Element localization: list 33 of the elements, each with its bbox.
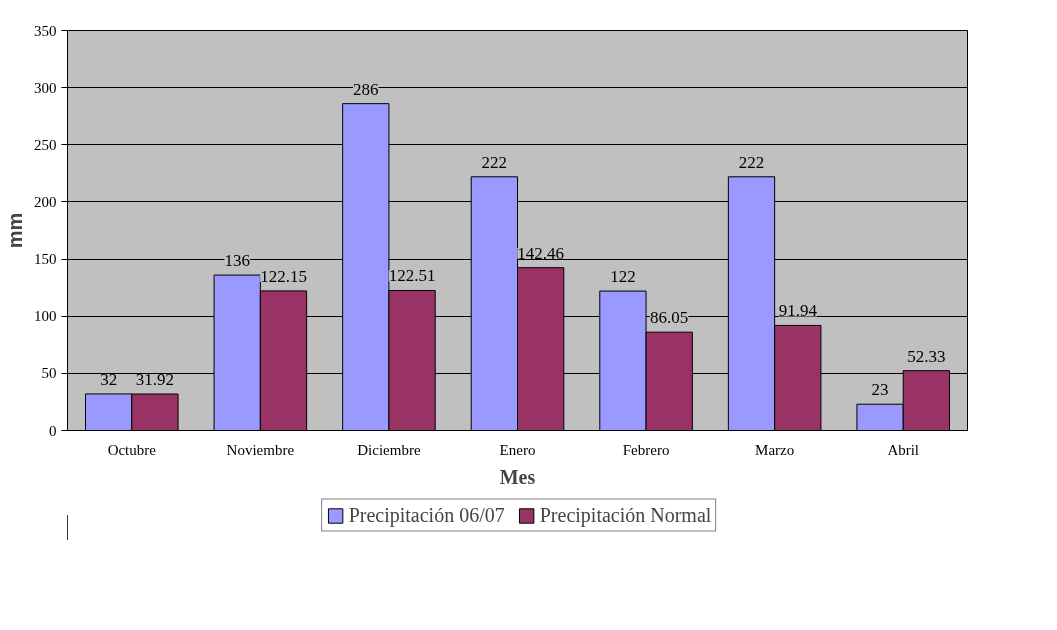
data-label: 122: [610, 267, 636, 287]
x-tick-label: Noviembre: [226, 441, 295, 458]
x-tick-label: Octubre: [107, 441, 157, 458]
x-tick-label: Diciembre: [357, 441, 421, 458]
y-tick-label: 250: [34, 136, 57, 153]
y-tick-label: 300: [34, 79, 57, 96]
y-tick-label: 150: [34, 251, 57, 268]
y-tick-label: 200: [34, 193, 57, 210]
data-label: 52.33: [907, 346, 946, 366]
data-label: 222: [481, 152, 508, 172]
data-label: 23: [871, 380, 889, 400]
legend-label: Precipitación Normal: [539, 503, 712, 527]
y-tick-label: 100: [34, 308, 57, 325]
x-tick-label: Enero: [499, 441, 536, 458]
x-axis-title: Mes: [499, 465, 536, 488]
x-tick-label: Febrero: [622, 441, 670, 458]
data-label: 122.15: [260, 266, 307, 286]
data-label: 32: [100, 369, 118, 389]
y-tick-label: 0: [49, 422, 57, 439]
data-label: 142.46: [517, 243, 565, 263]
data-label: 86.05: [650, 308, 689, 328]
y-tick-label: 350: [34, 22, 57, 39]
x-tick-label: Marzo: [755, 441, 795, 458]
data-label: 286: [353, 79, 379, 99]
x-tick-label: Abril: [887, 441, 920, 458]
data-label: 91.94: [778, 301, 818, 321]
data-label: 122.51: [388, 266, 436, 286]
data-label: 31.92: [135, 370, 175, 390]
y-axis-title: mm: [4, 212, 26, 249]
data-label: 136: [224, 251, 250, 271]
y-tick-label: 50: [41, 365, 57, 382]
legend-label: Precipitación 06/07: [348, 503, 505, 527]
data-label: 222: [738, 152, 765, 172]
